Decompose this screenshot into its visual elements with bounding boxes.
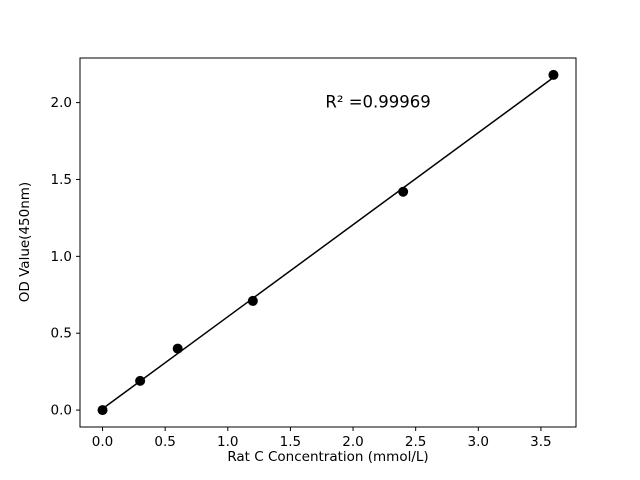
data-point <box>172 343 183 354</box>
x-tick-label: 1.5 <box>280 434 301 450</box>
y-tick-label: 2.0 <box>51 95 72 111</box>
x-tick-label: 3.5 <box>530 434 551 450</box>
x-tick-label: 3.0 <box>468 434 489 450</box>
data-point <box>247 295 258 306</box>
data-point <box>97 405 108 416</box>
y-tick-label: 1.5 <box>51 172 72 188</box>
x-axis-label: Rat C Concentration (mmol/L) <box>227 449 428 465</box>
y-tick-label: 0.5 <box>51 326 72 342</box>
x-tick-label: 1.0 <box>217 434 238 450</box>
plot-border <box>79 57 577 428</box>
data-point <box>135 375 146 386</box>
x-tick-label: 2.5 <box>405 434 426 450</box>
data-point <box>398 186 409 197</box>
x-tick-label: 2.0 <box>342 434 363 450</box>
y-axis-label: OD Value(450nm) <box>17 182 33 302</box>
data-point <box>548 69 559 80</box>
y-tick-label: 1.0 <box>51 249 72 265</box>
x-tick-label: 0.5 <box>154 434 175 450</box>
r-squared-annotation: R² =0.99969 <box>325 93 430 112</box>
x-tick-label: 0.0 <box>92 434 113 450</box>
fit-line <box>102 76 554 410</box>
y-tick-label: 0.0 <box>51 403 72 419</box>
